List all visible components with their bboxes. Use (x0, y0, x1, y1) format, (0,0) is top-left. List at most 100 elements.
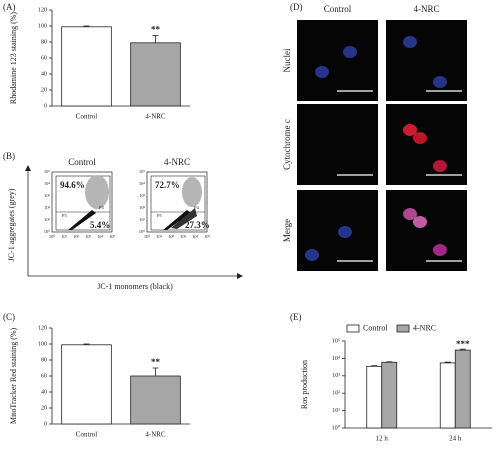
cell (343, 46, 357, 58)
arrow-head (25, 165, 31, 171)
x-tick-label: 4-NRC (145, 113, 166, 121)
cell (315, 66, 329, 78)
cell (403, 208, 417, 220)
y-tick-label: 10⁴ (332, 356, 340, 362)
lower-percent: 5.4% (90, 220, 110, 230)
gate-label: P5 (157, 213, 163, 218)
panel-label: (A) (3, 2, 16, 12)
y-tick-label: 60 (41, 55, 47, 61)
row-label: Nuclei (282, 48, 292, 72)
cell (413, 132, 427, 144)
legend-label: Control (363, 323, 388, 332)
significance: *** (456, 339, 470, 349)
y-tick-label: 40 (41, 389, 47, 395)
gate (55, 175, 111, 231)
y-tick-label: 10¹ (139, 217, 146, 222)
upper-percent: 94.6% (60, 180, 85, 190)
y-tick-label: 40 (41, 71, 47, 77)
y-tick-label: 10⁵ (44, 169, 51, 174)
x-tick-label: Control (76, 431, 97, 439)
micrograph (297, 104, 378, 185)
significance: ** (151, 357, 161, 367)
y-tick-label: 10⁵ (139, 169, 146, 174)
y-tick-label: 100 (38, 341, 47, 347)
y-tick-label: 10¹ (44, 217, 51, 222)
significance: ** (151, 25, 161, 35)
y-tick-label: 10² (139, 205, 146, 210)
cell (433, 244, 447, 256)
x-tick-label: 10³ (85, 234, 92, 239)
arrow-head (237, 273, 243, 279)
cell (338, 226, 352, 238)
x-tick-label: 10⁴ (192, 234, 199, 239)
gate (150, 175, 206, 231)
x-tick-label: 10³ (180, 234, 187, 239)
row-label: Cytochrome c (282, 119, 292, 170)
upper-percent: 72.7% (155, 180, 180, 190)
y-tick-label: 0 (44, 421, 47, 427)
micrograph (386, 190, 467, 271)
gate-label: P5 (62, 213, 68, 218)
x-tick-label: 24 h (449, 435, 462, 443)
x-tick-label: 4-NRC (145, 431, 166, 439)
cell (305, 249, 319, 261)
y-tick-label: 10² (332, 391, 340, 397)
y-tick-label: 20 (41, 405, 47, 411)
x-tick-label: 10⁰ (49, 234, 56, 239)
y-tick-label: 60 (41, 373, 47, 379)
grey-cloud (85, 175, 109, 209)
y-axis-label: Rhodamine 123 staining (%) (9, 12, 18, 105)
legend-swatch (396, 324, 410, 333)
legend-swatch (346, 324, 360, 333)
y-tick-label: 80 (41, 39, 47, 45)
x-tick-label: 10² (73, 234, 80, 239)
grey-cloud (182, 177, 202, 207)
cell (433, 76, 447, 88)
plot-title: 4-NRC (164, 157, 190, 167)
error-bar (459, 348, 466, 351)
cell (413, 216, 427, 228)
plot-title: Control (68, 157, 96, 167)
x-axis-label: JC-1 monomers (black) (97, 282, 173, 291)
x-tick-label: 10¹ (61, 234, 68, 239)
error-bar (371, 365, 378, 367)
y-tick-label: 10² (44, 205, 51, 210)
y-tick-label: 120 (38, 7, 47, 13)
panel-label: (E) (290, 312, 302, 322)
bar (454, 349, 471, 429)
y-tick-label: 10³ (332, 373, 340, 379)
black-streak (171, 208, 197, 229)
black-streak (68, 210, 96, 230)
bar (61, 344, 112, 425)
micrograph (386, 104, 467, 185)
lower-percent: 27.3% (185, 220, 210, 230)
panel-label: (C) (3, 312, 15, 322)
x-tick-label: Control (76, 113, 97, 121)
bar (61, 26, 112, 107)
error-bar (444, 361, 451, 363)
micrograph (297, 20, 378, 101)
cell (433, 160, 447, 172)
legend-label: 4-NRC (413, 323, 436, 332)
x-tick-label: 10⁵ (204, 234, 211, 239)
y-tick-label: 10⁰ (332, 424, 341, 431)
bar (439, 362, 456, 429)
y-axis-label: MitoTracker Red staining (%) (9, 327, 18, 424)
error-bar (83, 343, 90, 345)
bar (130, 42, 181, 107)
bar (130, 375, 181, 425)
error-bar (152, 35, 159, 43)
x-tick-label: 10⁵ (109, 234, 116, 239)
y-tick-label: 100 (38, 23, 47, 29)
bar (366, 365, 383, 429)
x-tick-label: 10² (168, 234, 175, 239)
error-bar (152, 367, 159, 376)
black-streak (163, 210, 191, 230)
y-tick-label: 0 (44, 103, 47, 109)
x-tick-label: 10⁰ (144, 234, 151, 239)
y-tick-label: 80 (41, 357, 47, 363)
y-tick-label: 10⁴ (139, 181, 146, 186)
column-title: Control (324, 4, 352, 14)
x-tick-label: 10¹ (156, 234, 163, 239)
